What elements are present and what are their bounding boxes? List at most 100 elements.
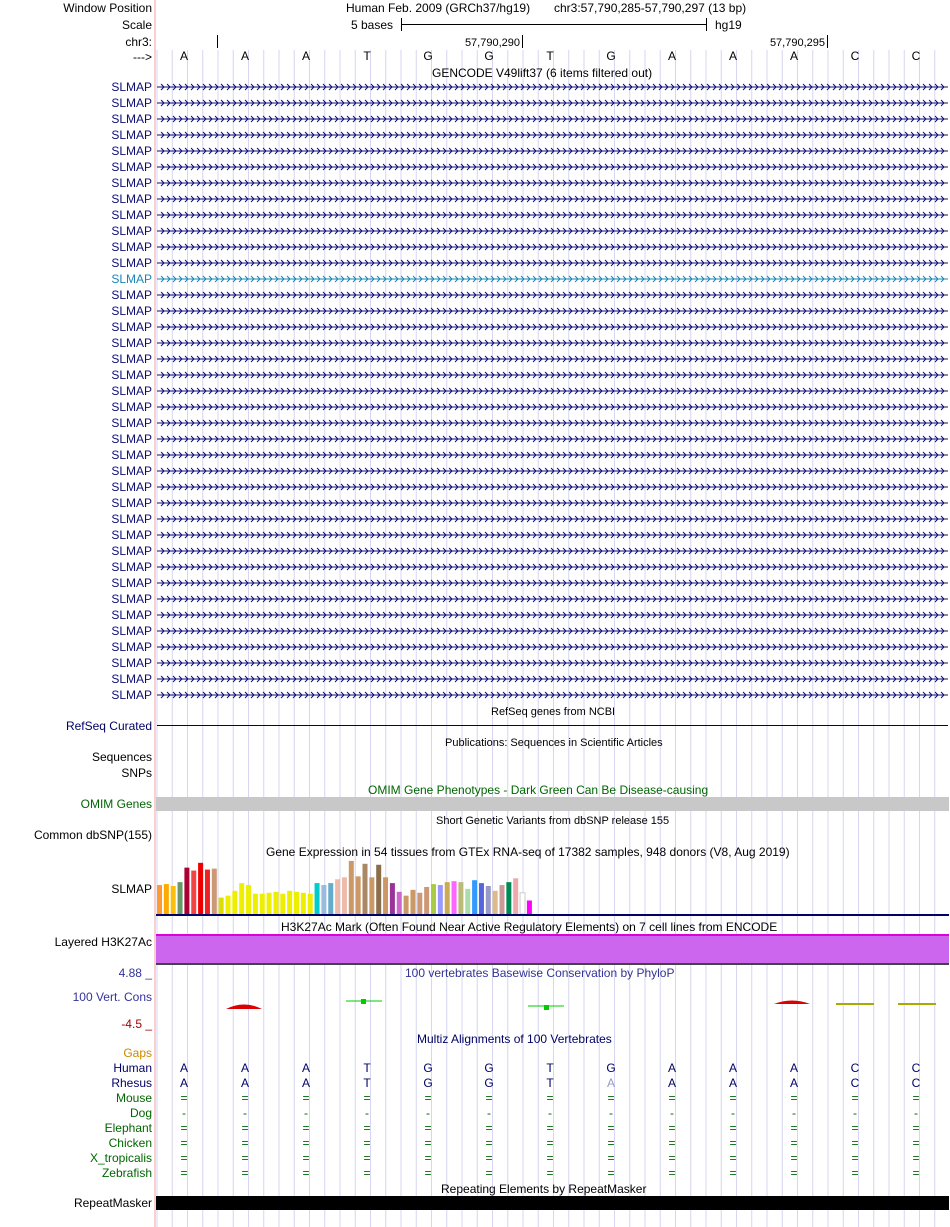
gencode-transcript[interactable] [157,258,948,268]
gtex-tissue-bar[interactable] [328,883,334,914]
multiz-species-label[interactable]: Chicken [108,1136,152,1150]
gencode-gene-label[interactable]: SLMAP [111,656,152,670]
gtex-tissue-bar[interactable] [266,892,272,914]
gtex-tissue-bar[interactable] [492,890,498,914]
omim-track-title[interactable]: OMIM Gene Phenotypes - Dark Green Can Be… [368,783,709,797]
gtex-tissue-bar[interactable] [335,879,341,914]
gtex-tissue-bar[interactable] [526,900,532,914]
gtex-tissue-bar[interactable] [287,890,293,914]
gencode-gene-label[interactable]: SLMAP [111,288,152,302]
gtex-tissue-bar[interactable] [184,867,190,914]
multiz-species-label[interactable]: Dog [129,1106,152,1120]
gtex-tissue-bar[interactable] [198,862,204,914]
publications-label-sequences[interactable]: Sequences [91,750,152,764]
gtex-tissue-bar[interactable] [252,893,258,914]
gtex-tissue-bar[interactable] [211,868,217,914]
gencode-transcript[interactable] [157,482,948,492]
gencode-gene-label[interactable]: SLMAP [111,416,152,430]
gtex-tissue-bar[interactable] [437,885,443,914]
gencode-transcript[interactable] [157,194,948,204]
gencode-transcript[interactable] [157,306,948,316]
gtex-tissue-bar[interactable] [410,889,416,914]
gtex-tissue-bar[interactable] [451,881,457,914]
gencode-gene-label[interactable]: SLMAP [111,128,152,142]
gtex-tissue-bar[interactable] [424,886,430,914]
publications-label-snps[interactable]: SNPs [121,766,152,780]
gtex-tissue-bar[interactable] [239,883,245,914]
gtex-tissue-bar[interactable] [417,892,423,914]
gtex-tissue-bar[interactable] [307,893,313,914]
gencode-gene-label[interactable]: SLMAP [111,576,152,590]
gencode-gene-label[interactable]: SLMAP [111,512,152,526]
gencode-gene-label[interactable]: SLMAP [111,672,152,686]
gencode-transcript[interactable] [157,114,948,124]
repeatmasker-track-label[interactable]: RepeatMasker [73,1196,152,1210]
gencode-gene-label[interactable]: SLMAP [111,160,152,174]
gtex-tissue-bar[interactable] [362,863,368,914]
gencode-gene-label[interactable]: SLMAP [111,256,152,270]
gencode-transcript[interactable] [157,402,948,412]
gencode-gene-label[interactable]: SLMAP [111,192,152,206]
multiz-track-title[interactable]: Multiz Alignments of 100 Vertebrates [417,1032,612,1046]
gtex-tissue-bar[interactable] [444,882,450,914]
gencode-gene-label[interactable]: SLMAP [111,448,152,462]
gencode-transcript[interactable] [157,658,948,668]
gencode-transcript[interactable] [157,290,948,300]
multiz-gaps-label[interactable]: Gaps [123,1046,152,1060]
gencode-transcript[interactable] [157,546,948,556]
gencode-transcript[interactable] [157,130,948,140]
gencode-transcript[interactable] [157,162,948,172]
gencode-gene-label[interactable]: SLMAP [111,208,152,222]
gencode-gene-label[interactable]: SLMAP [111,144,152,158]
gencode-transcript[interactable] [157,450,948,460]
phylop-signal[interactable] [156,990,949,1016]
gtex-tissue-bar[interactable] [280,893,286,914]
gencode-transcript[interactable] [157,690,948,700]
gencode-gene-label[interactable]: SLMAP [111,560,152,574]
gtex-tissue-bar[interactable] [369,877,375,914]
gtex-tissue-bar[interactable] [355,876,361,914]
gtex-tissue-bar[interactable] [300,892,306,914]
gencode-gene-label[interactable]: SLMAP [111,112,152,126]
gencode-transcript[interactable] [157,594,948,604]
multiz-species-label[interactable]: X_tropicalis [89,1151,152,1165]
dbsnp-track-label[interactable]: Common dbSNP(155) [33,828,152,842]
gtex-tissue-bar[interactable] [499,885,505,914]
gencode-transcript[interactable] [157,434,948,444]
gtex-tissue-bar[interactable] [321,885,327,914]
gtex-tissue-bar[interactable] [314,883,320,914]
gtex-tissue-bar[interactable] [157,885,162,914]
gencode-transcript[interactable] [157,386,948,396]
gtex-tissue-bar[interactable] [403,895,409,914]
gencode-gene-label[interactable]: SLMAP [111,480,152,494]
publications-track-title[interactable]: Publications: Sequences in Scientific Ar… [445,737,663,749]
h3k27ac-track-title[interactable]: H3K27Ac Mark (Often Found Near Active Re… [281,920,778,934]
gencode-transcript[interactable] [157,338,948,348]
multiz-species-label[interactable]: Human [113,1061,152,1075]
gtex-tissue-bar[interactable] [191,870,197,914]
refseq-track-title[interactable]: RefSeq genes from NCBI [491,706,616,718]
gtex-tissue-bar[interactable] [513,878,519,914]
gencode-gene-label[interactable]: SLMAP [111,176,152,190]
gtex-tissue-bar[interactable] [389,883,395,914]
gtex-tissue-bar[interactable] [506,882,512,914]
gtex-tissue-bar[interactable] [472,880,478,914]
multiz-species-label[interactable]: Zebrafish [101,1166,152,1180]
gencode-transcript[interactable] [157,562,948,572]
gtex-track-title[interactable]: Gene Expression in 54 tissues from GTEx … [266,845,790,859]
gencode-transcript[interactable] [157,674,948,684]
gencode-transcript[interactable] [157,466,948,476]
gencode-gene-label[interactable]: SLMAP [111,304,152,318]
gtex-tissue-bar[interactable] [225,895,231,914]
repeatmasker-track-title[interactable]: Repeating Elements by RepeatMasker [441,1182,647,1196]
gencode-gene-label[interactable]: SLMAP [111,336,152,350]
gtex-tissue-bar[interactable] [177,882,183,914]
gencode-gene-label[interactable]: SLMAP [111,688,152,702]
gencode-gene-label[interactable]: SLMAP [111,224,152,238]
gtex-tissue-bar[interactable] [246,885,252,914]
gencode-transcript[interactable] [157,642,948,652]
gencode-transcript[interactable] [157,578,948,588]
dbsnp-track-title[interactable]: Short Genetic Variants from dbSNP releas… [436,815,670,827]
phylop-track-title[interactable]: 100 vertebrates Basewise Conservation by… [405,966,675,980]
gencode-transcript[interactable] [157,354,948,364]
